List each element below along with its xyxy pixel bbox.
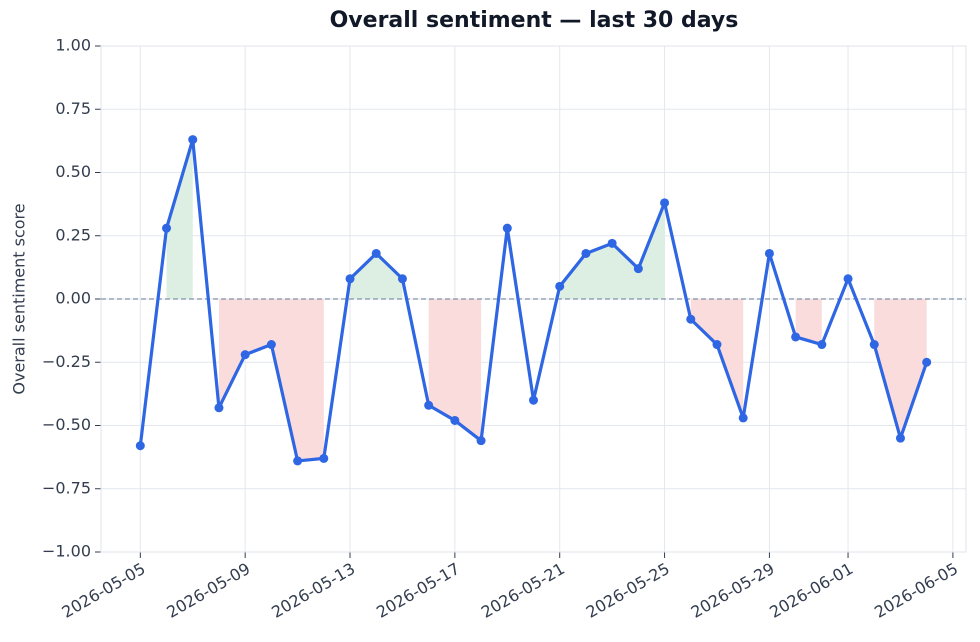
chart-title: Overall sentiment — last 30 days — [330, 8, 739, 33]
y-tick-label: 0.50 — [55, 162, 91, 181]
negative-area — [690, 299, 744, 418]
data-point — [686, 314, 696, 324]
data-point — [633, 264, 643, 274]
y-tick-label: −0.75 — [42, 478, 91, 497]
x-tick-label: 2026-05-05 — [59, 559, 149, 622]
data-point — [476, 436, 486, 446]
y-axis-label: Overall sentiment score — [10, 203, 29, 394]
x-tick-label: 2026-05-21 — [478, 559, 568, 622]
data-point — [319, 453, 329, 463]
data-point — [397, 274, 407, 284]
x-tick-label: 2026-05-17 — [373, 559, 463, 622]
data-point — [529, 395, 538, 405]
y-tick-label: 0.75 — [55, 99, 91, 118]
data-point — [843, 274, 853, 284]
data-point — [607, 238, 617, 248]
y-tick-label: −0.50 — [42, 415, 91, 434]
data-point — [869, 340, 879, 350]
x-tick-label: 2026-05-25 — [583, 559, 673, 622]
negative-area — [795, 299, 822, 345]
y-tick-label: −0.25 — [42, 352, 91, 371]
data-point — [922, 357, 932, 367]
y-tick-label: 1.00 — [55, 36, 91, 55]
data-point — [581, 248, 591, 258]
data-point — [214, 403, 224, 413]
data-point — [791, 332, 801, 342]
x-tick-label: 2026-05-09 — [163, 559, 253, 622]
data-point — [188, 135, 198, 145]
y-tick-label: 0.25 — [55, 225, 91, 244]
data-point — [555, 281, 565, 291]
data-point — [424, 400, 434, 410]
positive-area — [166, 139, 193, 299]
data-point — [450, 415, 460, 425]
data-point — [817, 340, 827, 350]
data-point — [266, 340, 276, 350]
negative-area — [428, 299, 482, 441]
data-point — [293, 456, 303, 466]
data-point — [345, 274, 355, 284]
data-point — [712, 340, 722, 350]
data-point — [895, 433, 905, 443]
negative-area — [218, 299, 324, 461]
data-point — [371, 248, 381, 258]
y-tick-label: 0.00 — [55, 289, 91, 308]
data-point — [764, 248, 774, 258]
positive-area — [559, 202, 665, 299]
data-point — [660, 198, 670, 208]
x-tick-label: 2026-05-13 — [268, 559, 358, 622]
x-tick-label: 2026-05-29 — [688, 559, 778, 622]
data-point — [240, 350, 250, 360]
data-point — [502, 223, 512, 233]
negative-area — [874, 299, 927, 439]
data-point — [135, 441, 145, 451]
data-point — [162, 223, 172, 233]
data-point — [738, 413, 748, 423]
x-tick-label: 2026-06-01 — [766, 559, 856, 622]
y-tick-label: −1.00 — [42, 542, 91, 561]
positive-area — [350, 253, 403, 299]
x-tick-label: 2026-06-05 — [871, 559, 961, 622]
